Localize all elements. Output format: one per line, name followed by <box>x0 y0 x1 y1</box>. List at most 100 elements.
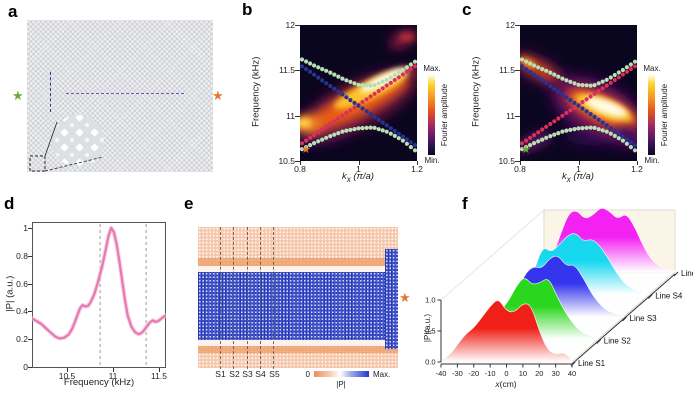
colorbar-max-label: Max. <box>643 64 661 73</box>
panel-b-xlabel: kx (π/a) <box>318 172 398 184</box>
lower-green-branch-dots <box>300 125 417 153</box>
tick-mark <box>295 115 300 117</box>
panel-c-colorbar <box>648 75 655 155</box>
y-tick-label: 11 <box>286 110 295 121</box>
tick-mark <box>520 161 521 165</box>
panel-e-label: e <box>184 194 194 213</box>
x-tick-label: 0.8 <box>514 164 526 174</box>
orange-star-icon: ★ <box>212 88 224 103</box>
xlabel-unit: (π/a) <box>570 171 594 182</box>
x-tick-label: 11 <box>108 371 118 381</box>
tick-mark <box>358 161 360 165</box>
panel-e-field-map <box>198 227 398 369</box>
colorbar-zero-label: 0 <box>305 370 310 379</box>
section-label-S5: S5 <box>269 369 280 379</box>
x-tick-label: -20 <box>468 369 479 378</box>
y-tick-label: 1 <box>23 223 28 233</box>
upper-green-branch-dots <box>300 57 417 88</box>
panel-c-heatmap <box>520 25 637 161</box>
x-tick-label: 30 <box>551 369 559 378</box>
section-label-S1: S1 <box>215 369 226 379</box>
xlabel-k: k <box>342 171 347 182</box>
field-gap <box>198 266 398 272</box>
horizontal-section-line <box>66 93 184 94</box>
colorbar-max-label: Max. <box>373 370 391 379</box>
line-label-1: Line S1 <box>578 359 606 368</box>
panel-f-label: f <box>462 194 468 213</box>
tick-mark <box>28 367 32 368</box>
panel-b-colorbar <box>428 75 435 155</box>
x-tick-label: 0.8 <box>294 164 306 174</box>
panel-d-xlabel: Frequency (kHz) <box>63 377 135 388</box>
line-label-5: Line S5 <box>681 269 693 278</box>
tick-mark <box>28 283 32 285</box>
tick-mark <box>159 368 160 372</box>
xlabel-unit: (π/a) <box>350 171 374 182</box>
x-tick-label: -40 <box>436 369 447 378</box>
xlabel-x: x <box>495 379 500 389</box>
x-tick-label: 1.2 <box>631 164 643 174</box>
tick-mark <box>300 161 301 165</box>
inset-connector-line <box>44 121 58 157</box>
x-tick-label: -10 <box>485 369 496 378</box>
panel-b-heatmap <box>300 25 417 161</box>
y-tick-label: 10.5 <box>278 156 295 166</box>
panel-a-label: a <box>8 2 18 21</box>
x-tick-label: 40 <box>568 369 576 378</box>
tick-mark <box>515 115 520 117</box>
z-tick-label: 1.0 <box>425 296 435 305</box>
x-tick-label: 11.5 <box>151 371 167 381</box>
field-stripe <box>198 258 398 266</box>
line-label-2: Line S2 <box>604 337 632 346</box>
x-tick-label: 0 <box>504 369 508 378</box>
panel-d-label: d <box>4 194 15 213</box>
colorbar-axis-label: |P| <box>336 380 346 389</box>
section-line-S5 <box>273 227 274 369</box>
xlabel-unit: (cm) <box>499 379 517 389</box>
xlabel-sub: x <box>566 174 571 184</box>
tick-mark <box>515 25 520 26</box>
ridge-line-s1 <box>440 300 573 363</box>
tick-mark <box>113 368 114 372</box>
panel-b-ylabel: Frequency (kHz) <box>250 56 262 127</box>
tick-mark <box>515 70 520 72</box>
section-line-S3 <box>247 227 248 369</box>
tick-mark <box>28 311 32 313</box>
y-tick-label: 12 <box>285 20 295 30</box>
tick-mark <box>637 161 638 165</box>
field-stripe <box>198 346 398 353</box>
x-tick-label: 20 <box>535 369 543 378</box>
panel-d-spectrum-plot <box>32 222 166 368</box>
tick-mark <box>28 339 32 341</box>
green-star-icon: ★ <box>12 88 24 103</box>
y-tick-label: 10.5 <box>498 156 515 166</box>
tick-mark <box>295 161 300 162</box>
section-label-S4: S4 <box>255 369 266 379</box>
panel-e-colorbar <box>314 371 369 377</box>
panel-c-ylabel: Frequency (kHz) <box>470 56 482 127</box>
colorbar-axis-label: Fourier amplitude <box>440 83 449 147</box>
y-tick-label: 0.8 <box>16 250 28 261</box>
source-column-blue <box>385 249 398 349</box>
panel-f-xlabel: x(cm) <box>466 380 546 389</box>
y-tick-label: 11 <box>506 110 515 121</box>
tick-mark <box>28 228 32 229</box>
z-tick-label: 0.5 <box>425 327 435 336</box>
x-tick-label: 10 <box>519 369 527 378</box>
navy-descending-mode-dots <box>520 64 637 148</box>
tick-mark <box>417 161 418 165</box>
section-line-S1 <box>220 227 221 369</box>
y-tick-label: 0.6 <box>16 278 28 289</box>
navy-descending-mode-dots <box>300 64 417 148</box>
section-label-S3: S3 <box>242 369 253 379</box>
red-ascending-mode-dots <box>300 64 417 146</box>
orange-star-icon: ★ <box>301 144 311 156</box>
y-tick-label: 0.2 <box>16 334 28 345</box>
panel-c-label: c <box>462 0 472 19</box>
spectrum-curve <box>32 226 166 340</box>
x-tick-label: 10.5 <box>58 371 76 381</box>
x-tick-label: 1.2 <box>411 164 423 174</box>
colorbar-max-label: Max. <box>423 64 441 73</box>
waveguide-field-blue <box>198 272 398 340</box>
